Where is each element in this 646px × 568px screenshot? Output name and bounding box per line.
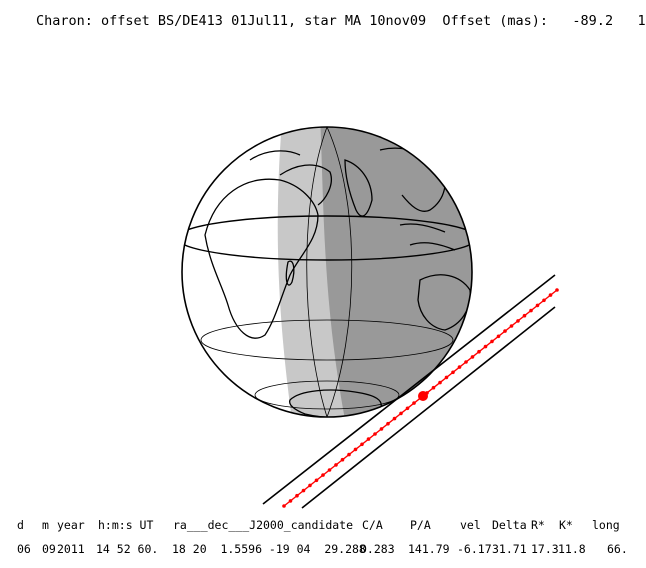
centerline-dot xyxy=(347,452,351,457)
table-header-cell: ra___dec___J2000_candidate xyxy=(173,518,354,532)
centerline-dots xyxy=(282,288,559,508)
centerline-dot xyxy=(282,504,286,508)
table-header-cell: d xyxy=(17,518,24,532)
table-header-cell: K* xyxy=(559,518,573,532)
centerline-dot xyxy=(386,421,390,426)
centerline-dot xyxy=(548,293,553,297)
centerline-dot xyxy=(542,298,546,303)
centerline-dot xyxy=(535,303,540,308)
centerline-dot xyxy=(399,411,403,416)
centerline-dot xyxy=(360,442,364,447)
table-header-cell: C/A xyxy=(362,518,383,532)
table-value-cell: 66. xyxy=(607,542,628,556)
equator-line xyxy=(182,215,472,261)
centerline-dot xyxy=(314,478,319,483)
earth-limb xyxy=(181,126,473,418)
table-header-cell: R* xyxy=(531,518,545,532)
table-value-cell: 31.71 xyxy=(492,542,527,556)
centerline-dot xyxy=(477,349,481,354)
centerline-dot xyxy=(438,380,442,385)
table-value-cell: 09 xyxy=(42,542,56,556)
centerline-dot xyxy=(516,319,520,323)
table-value-cell: 17.3 xyxy=(531,542,559,556)
table-value-cell: 0.283 xyxy=(360,542,395,556)
centerline-dot xyxy=(464,360,468,364)
centerline-dot xyxy=(555,288,559,292)
centerline-dot xyxy=(373,432,377,436)
centerline-dot xyxy=(451,370,455,375)
shadow-edge-south xyxy=(301,306,556,509)
africa-outline xyxy=(204,178,319,339)
centerline-dot xyxy=(405,406,410,411)
table-header-cell: Delta xyxy=(492,518,527,532)
night-zone xyxy=(320,127,472,417)
centerline-dot xyxy=(379,427,384,431)
table-header-cell: year xyxy=(57,518,85,532)
centerline-dot xyxy=(503,329,507,333)
australia-outline xyxy=(417,274,471,331)
table-value-cell: 18 20 1.5596 -19 04 29.288 xyxy=(172,542,366,556)
polar-circle-line xyxy=(254,380,400,410)
table-header-cell: P/A xyxy=(410,518,431,532)
centerline-dot xyxy=(529,308,533,313)
centerline-dot xyxy=(457,365,462,369)
centerline-dot xyxy=(522,313,527,318)
illumination-zones xyxy=(277,127,472,417)
centerline-dot xyxy=(431,385,436,390)
centerline-dot xyxy=(340,457,345,462)
shadow-edge-north xyxy=(262,274,556,505)
centerline-dot xyxy=(301,488,306,493)
centerline-dot xyxy=(288,499,293,503)
meridian-line xyxy=(306,127,328,417)
centerline-dot xyxy=(496,334,501,339)
table-value-cell: 2011 xyxy=(57,542,85,556)
table-value-cell: 11.8 xyxy=(558,542,586,556)
meridian-line xyxy=(326,127,353,417)
table-value-cell: 06 xyxy=(17,542,31,556)
table-header-cell: m xyxy=(42,518,49,532)
india-outline xyxy=(344,159,373,217)
centerline-dot xyxy=(490,339,494,344)
graticule xyxy=(182,127,472,417)
islands-outline-2 xyxy=(409,242,456,251)
table-header-cell: vel xyxy=(460,518,481,532)
centerline-dot xyxy=(295,493,299,498)
centerline-dot xyxy=(334,463,338,467)
madagascar-outline xyxy=(285,260,295,286)
closest-approach-marker xyxy=(418,391,428,401)
plot-title: Charon: offset BS/DE413 01Jul11, star MA… xyxy=(36,13,646,29)
europe-outline xyxy=(249,150,301,161)
centerline-dot xyxy=(321,473,325,477)
centerline-dot xyxy=(509,324,514,328)
centerline-dot xyxy=(483,344,488,349)
centerline-dot xyxy=(366,437,371,441)
latitude-line xyxy=(200,319,454,361)
table-value-cell: 14 52 60. xyxy=(96,542,159,556)
centerline-dot xyxy=(444,375,449,380)
centerline-dot xyxy=(392,416,397,421)
centerline-dot xyxy=(470,355,475,359)
table-value-cell: -6.17 xyxy=(457,542,492,556)
centerline-dot xyxy=(327,468,332,472)
centerline-dot xyxy=(308,483,312,488)
islands-outline xyxy=(399,223,446,233)
centerline-dot xyxy=(353,447,358,452)
table-header-cell: long xyxy=(592,518,620,532)
continents xyxy=(204,147,471,417)
table-header-cell: h:m:s UT xyxy=(98,518,154,532)
arabia-outline xyxy=(279,164,332,206)
table-value-cell: 141.79 xyxy=(408,542,450,556)
centerline-dot xyxy=(412,401,416,405)
